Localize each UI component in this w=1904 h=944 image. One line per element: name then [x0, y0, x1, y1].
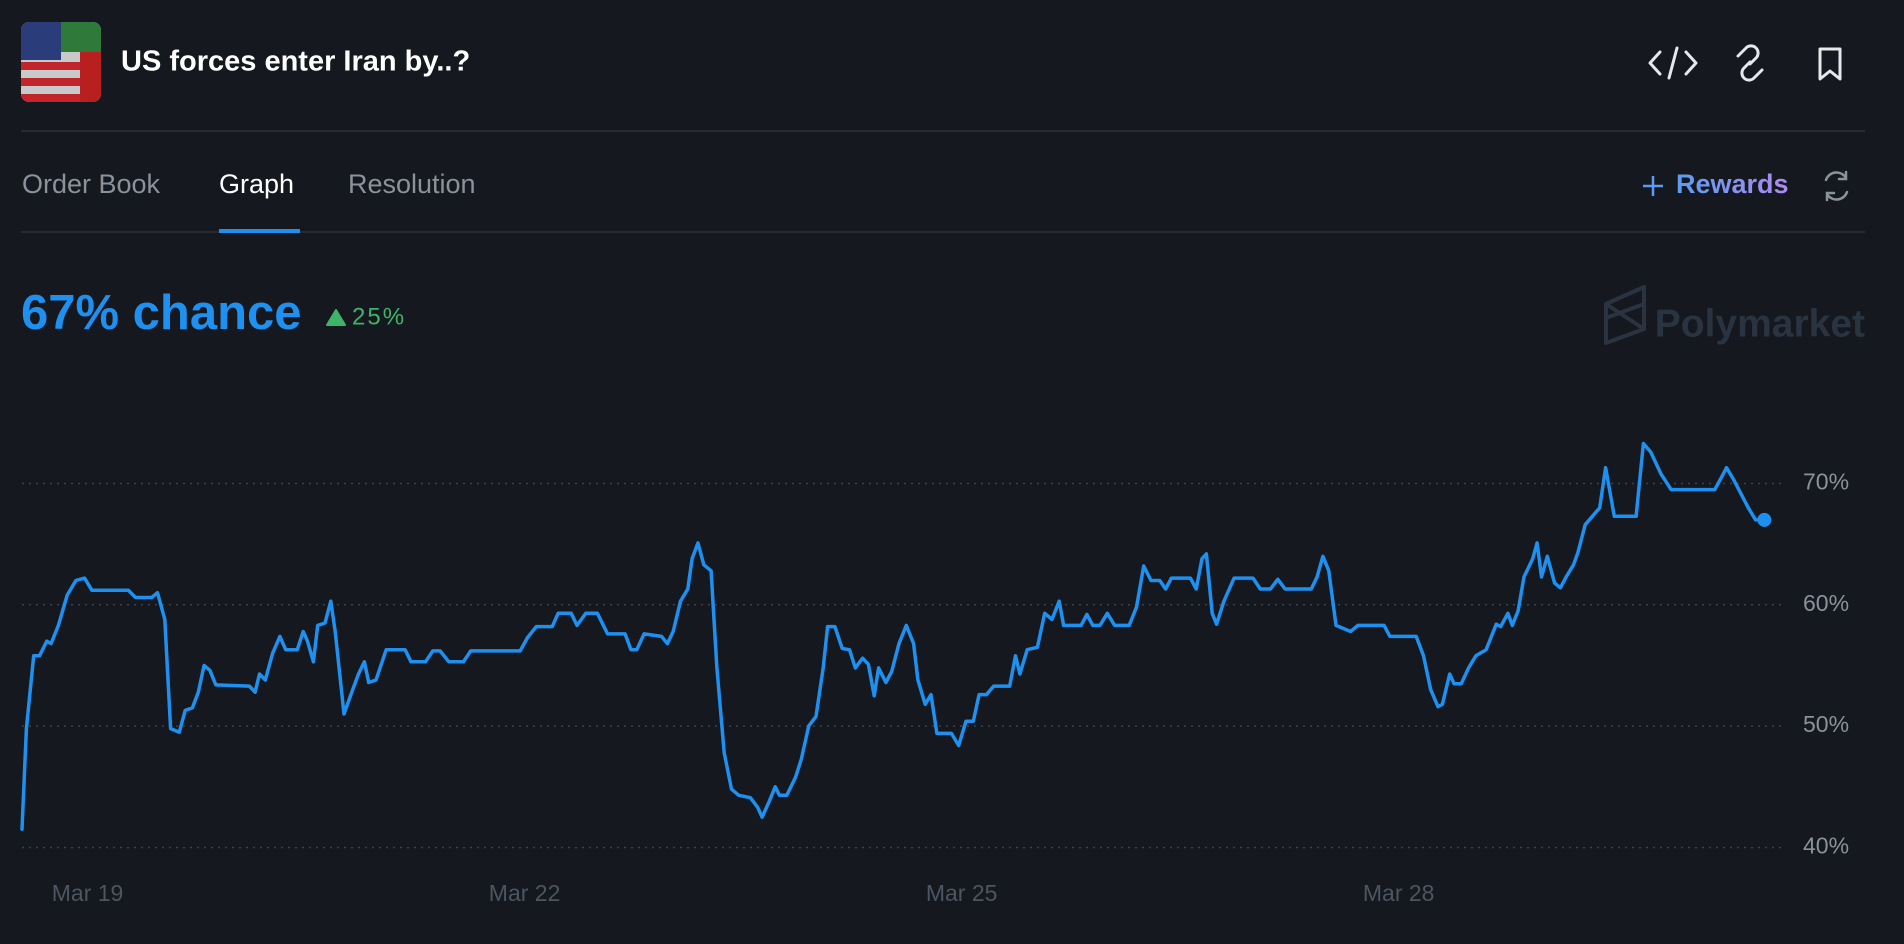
tab-active[interactable]: Graph [219, 169, 294, 199]
price-line [20, 441, 1767, 831]
link-button[interactable] [1736, 44, 1764, 82]
market-title: US forces enter Iran by..? [121, 46, 470, 78]
brand-logo [1604, 285, 1646, 345]
tab-underline [219, 229, 300, 233]
refresh-button[interactable] [1824, 170, 1849, 202]
y-tick-label: 40% [1803, 833, 1849, 859]
current-point [1757, 512, 1772, 527]
x-tick-label: Mar 28 [1363, 880, 1435, 906]
y-tick-label: 70% [1803, 469, 1849, 495]
x-tick-label: Mar 25 [926, 880, 998, 906]
brand: Polymarket [1655, 302, 1865, 345]
plus-icon [1643, 176, 1663, 196]
x-tick-label: Mar 19 [52, 880, 124, 906]
bookmark-button[interactable] [1818, 47, 1842, 81]
y-tick-label: 50% [1803, 711, 1849, 737]
price-chart: 40% 50% 60% 70% Mar 19 Mar 22 Mar 25 Mar 28 [20, 441, 1849, 906]
change: 25% [352, 303, 406, 330]
y-tick-label: 60% [1803, 590, 1849, 616]
chance: 67% chance [21, 286, 302, 340]
tab[interactable]: Order Book [22, 169, 161, 199]
embed-button[interactable] [1648, 46, 1698, 80]
market-icon [21, 22, 101, 102]
rewards-button[interactable]: Rewards [1676, 169, 1789, 199]
tab[interactable]: Resolution [348, 169, 476, 199]
x-tick-label: Mar 22 [489, 880, 561, 906]
change-arrow [326, 309, 346, 326]
